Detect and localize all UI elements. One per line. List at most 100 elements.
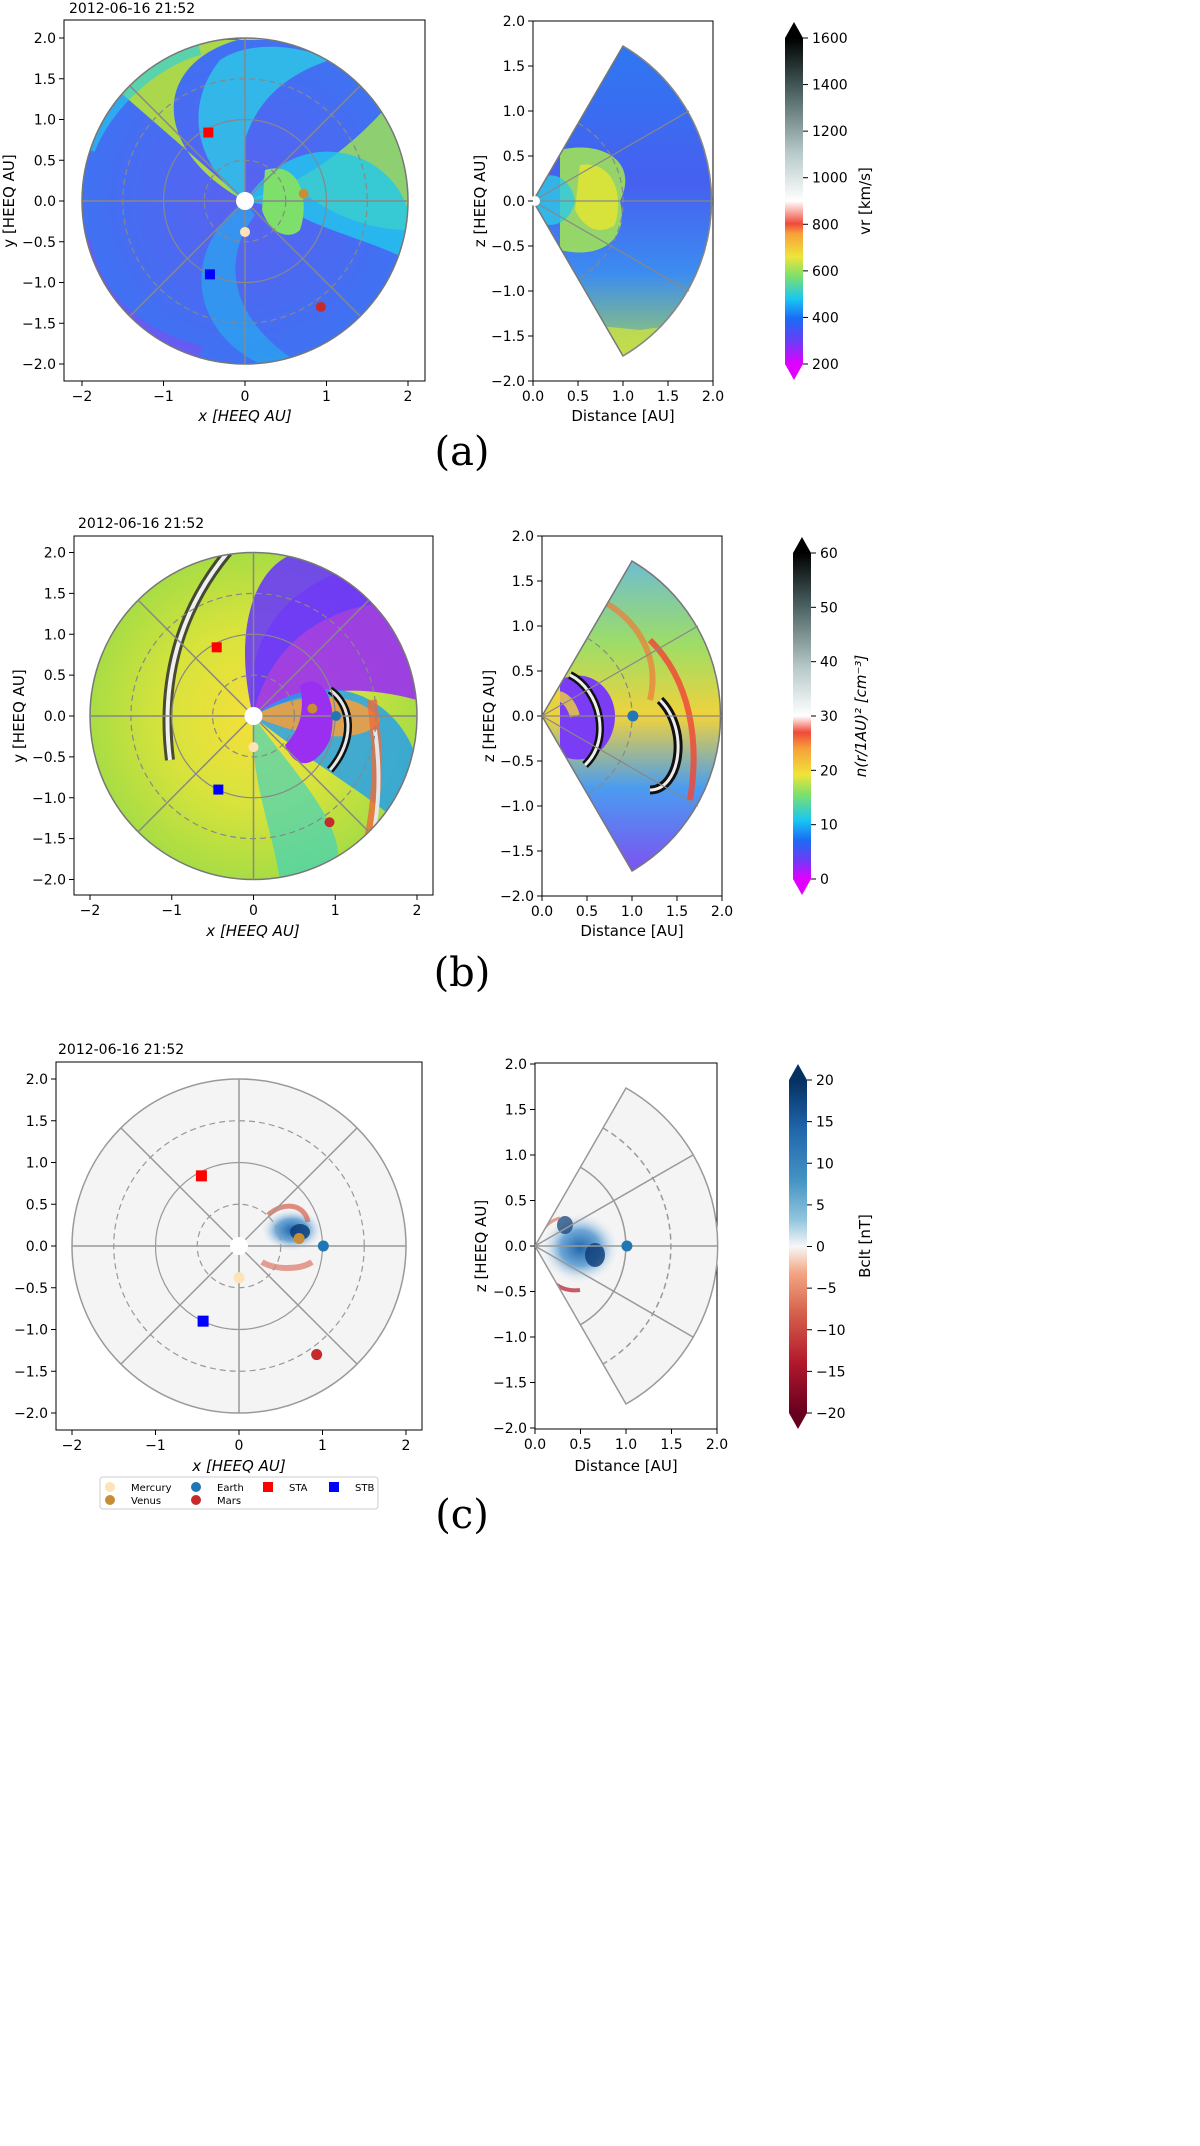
axis-ticks: 0.0 0.5 1.0 1.5 2.0 −2.0 −1.5 −1.0 −0.5 0.0 0.5 1.0… [491, 14, 724, 405]
colorbar-tick-label: 1200 [812, 124, 848, 140]
axis-ticks: 0.0 0.5 1.0 1.5 2.0 −2.0 −1.5 −1.0 −0.5 0.0 0.5 1.0… [500, 529, 733, 920]
sun-marker [244, 707, 263, 725]
planet-markers [203, 127, 326, 312]
colorbar-tick-label: 20 [820, 763, 838, 779]
panel-a: 2012-06-16 21:52 [0, 1, 874, 475]
legend-label-mercury: Mercury [131, 1483, 172, 1494]
y-tick-label: 0.5 [503, 149, 525, 165]
y-tick-label: 1.0 [26, 1156, 48, 1172]
legend-label-earth: Earth [217, 1483, 244, 1494]
colorbar-tick-label: −5 [816, 1281, 837, 1297]
y-tick-label: −2.0 [22, 357, 56, 373]
y-tick-label: −1.5 [32, 832, 66, 848]
x-tick-label: 1 [331, 903, 340, 919]
y-tick-label: −0.5 [500, 754, 534, 770]
x-tick-label: 0.5 [569, 1437, 591, 1453]
x-tick-label: 1.0 [621, 904, 643, 920]
colorbar-tick-label: 200 [812, 357, 839, 373]
colorbar-label: Bclt [nT] [856, 1214, 874, 1278]
x-tick-label: 2 [404, 389, 413, 405]
x-tick-label: 0 [241, 389, 250, 405]
x-tick-label: 0.5 [576, 904, 598, 920]
x-tick-label: −1 [145, 1438, 166, 1454]
y-tick-label: 1.0 [505, 1148, 527, 1164]
panel-b: 2012-06-16 21:52 [10, 516, 870, 996]
gridlines [532, 45, 713, 357]
legend-marker-mercury [105, 1482, 115, 1492]
y-axis-label: z [HEEQ AU] [480, 670, 498, 762]
colorbar-tick-label: 10 [820, 818, 838, 834]
sun-marker [236, 192, 254, 210]
y-tick-label: −1.0 [22, 276, 56, 292]
x-axis-label: x [HEEQ AU] [197, 407, 292, 425]
y-tick-label: −2.0 [500, 889, 534, 905]
meridional-plot-a: 0.0 0.5 1.0 1.5 2.0 −2.0 −1.5 −1.0 −0.5 0.0 0.5 1.0… [471, 14, 724, 425]
marker-sta [203, 127, 214, 138]
marker-sta [195, 1170, 207, 1182]
x-tick-label: 1.0 [612, 389, 634, 405]
axis-ticks: 0.0 0.5 1.0 1.5 2.0 −2.0 −1.5 −1.0 −0.5 0.0 0.5 1.0… [493, 1057, 728, 1453]
y-tick-label: 2.0 [503, 14, 525, 30]
colorbar-label: vr [km/s] [856, 167, 874, 235]
y-tick-label: −0.5 [32, 750, 66, 766]
meridional-plot-c: 0.0 0.5 1.0 1.5 2.0 −2.0 −1.5 −1.0 −0.5 0.0 0.5 1.0… [472, 1057, 728, 1475]
x-tick-label: 2.0 [711, 904, 733, 920]
marker-mercury [248, 742, 259, 753]
y-tick-label: 1.5 [505, 1103, 527, 1119]
y-tick-label: −1.5 [493, 1376, 527, 1392]
meridional-markers [627, 710, 639, 722]
colorbar-tick-label: −10 [816, 1323, 846, 1339]
y-tick-label: 1.5 [34, 72, 56, 88]
marker-mercury [233, 1272, 245, 1284]
marker-mars [315, 301, 326, 312]
marker-mercury [240, 226, 250, 237]
x-tick-label: 1 [322, 389, 331, 405]
x-tick-label: 2 [402, 1438, 411, 1454]
colorbar-tick-label: 60 [820, 546, 838, 562]
panel-label: (b) [434, 950, 491, 996]
colorbar-tick-label: 20 [816, 1073, 834, 1089]
x-tick-label: 0 [235, 1438, 244, 1454]
colorbar-tick-label: 5 [816, 1198, 825, 1214]
y-tick-label: 1.0 [44, 627, 66, 643]
y-tick-label: 1.0 [34, 113, 56, 129]
y-tick-label: 0.0 [34, 194, 56, 210]
marker-earth [627, 710, 639, 722]
meridional-markers [621, 1240, 633, 1252]
y-tick-label: 0.5 [26, 1197, 48, 1213]
y-tick-label: 0.5 [44, 668, 66, 684]
colorbar-tick-label: 10 [816, 1156, 834, 1172]
y-tick-label: −1.5 [491, 329, 525, 345]
x-tick-label: 1.0 [615, 1437, 637, 1453]
y-tick-label: −2.0 [32, 873, 66, 889]
legend-marker-earth [191, 1482, 201, 1492]
legend-marker-stb [329, 1482, 339, 1492]
y-tick-label: −2.0 [14, 1406, 48, 1422]
marker-earth [317, 1240, 329, 1252]
equatorial-plot-a: −2 −1 0 1 2 −2.0 −1.5 −1.0 −0.5 0.0 0.5 1.0 1.5 2.0 x… [0, 19, 426, 425]
colorbar-tick-label: 30 [820, 709, 838, 725]
y-tick-label: −1.0 [500, 799, 534, 815]
legend-box [99, 1476, 379, 1510]
marker-venus [298, 188, 309, 199]
x-tick-label: 0.5 [567, 389, 589, 405]
marker-stb [204, 269, 215, 280]
legend-items: Mercury Venus Earth Mars STA STB [105, 1482, 374, 1507]
x-tick-label: 0.0 [531, 904, 553, 920]
x-axis-label: x [HEEQ AU] [191, 1457, 286, 1475]
axis-ticks: −2 −1 0 1 2 −2.0 −1.5 −1.0 −0.5 0.0 0.5 1.0 1.5 2.0 [32, 546, 421, 920]
y-tick-label: −0.5 [493, 1285, 527, 1301]
x-tick-label: −1 [153, 389, 174, 405]
y-tick-label: 0.5 [505, 1194, 527, 1210]
y-axis-label: z [HEEQ AU] [471, 155, 489, 247]
y-tick-label: 2.0 [512, 529, 534, 545]
y-tick-label: −1.0 [493, 1330, 527, 1346]
y-tick-label: 0.5 [34, 153, 56, 169]
colorbar-tick-label: 0 [820, 872, 829, 888]
marker-stb [213, 784, 224, 795]
y-tick-label: −0.5 [14, 1281, 48, 1297]
meridional-plot-b: 0.0 0.5 1.0 1.5 2.0 −2.0 −1.5 −1.0 −0.5 0.0 0.5 1.0… [480, 529, 733, 940]
x-tick-label: 2.0 [702, 389, 724, 405]
y-axis-label: y [HEEQ AU] [10, 669, 28, 762]
x-axis-label: Distance [AU] [580, 922, 683, 940]
